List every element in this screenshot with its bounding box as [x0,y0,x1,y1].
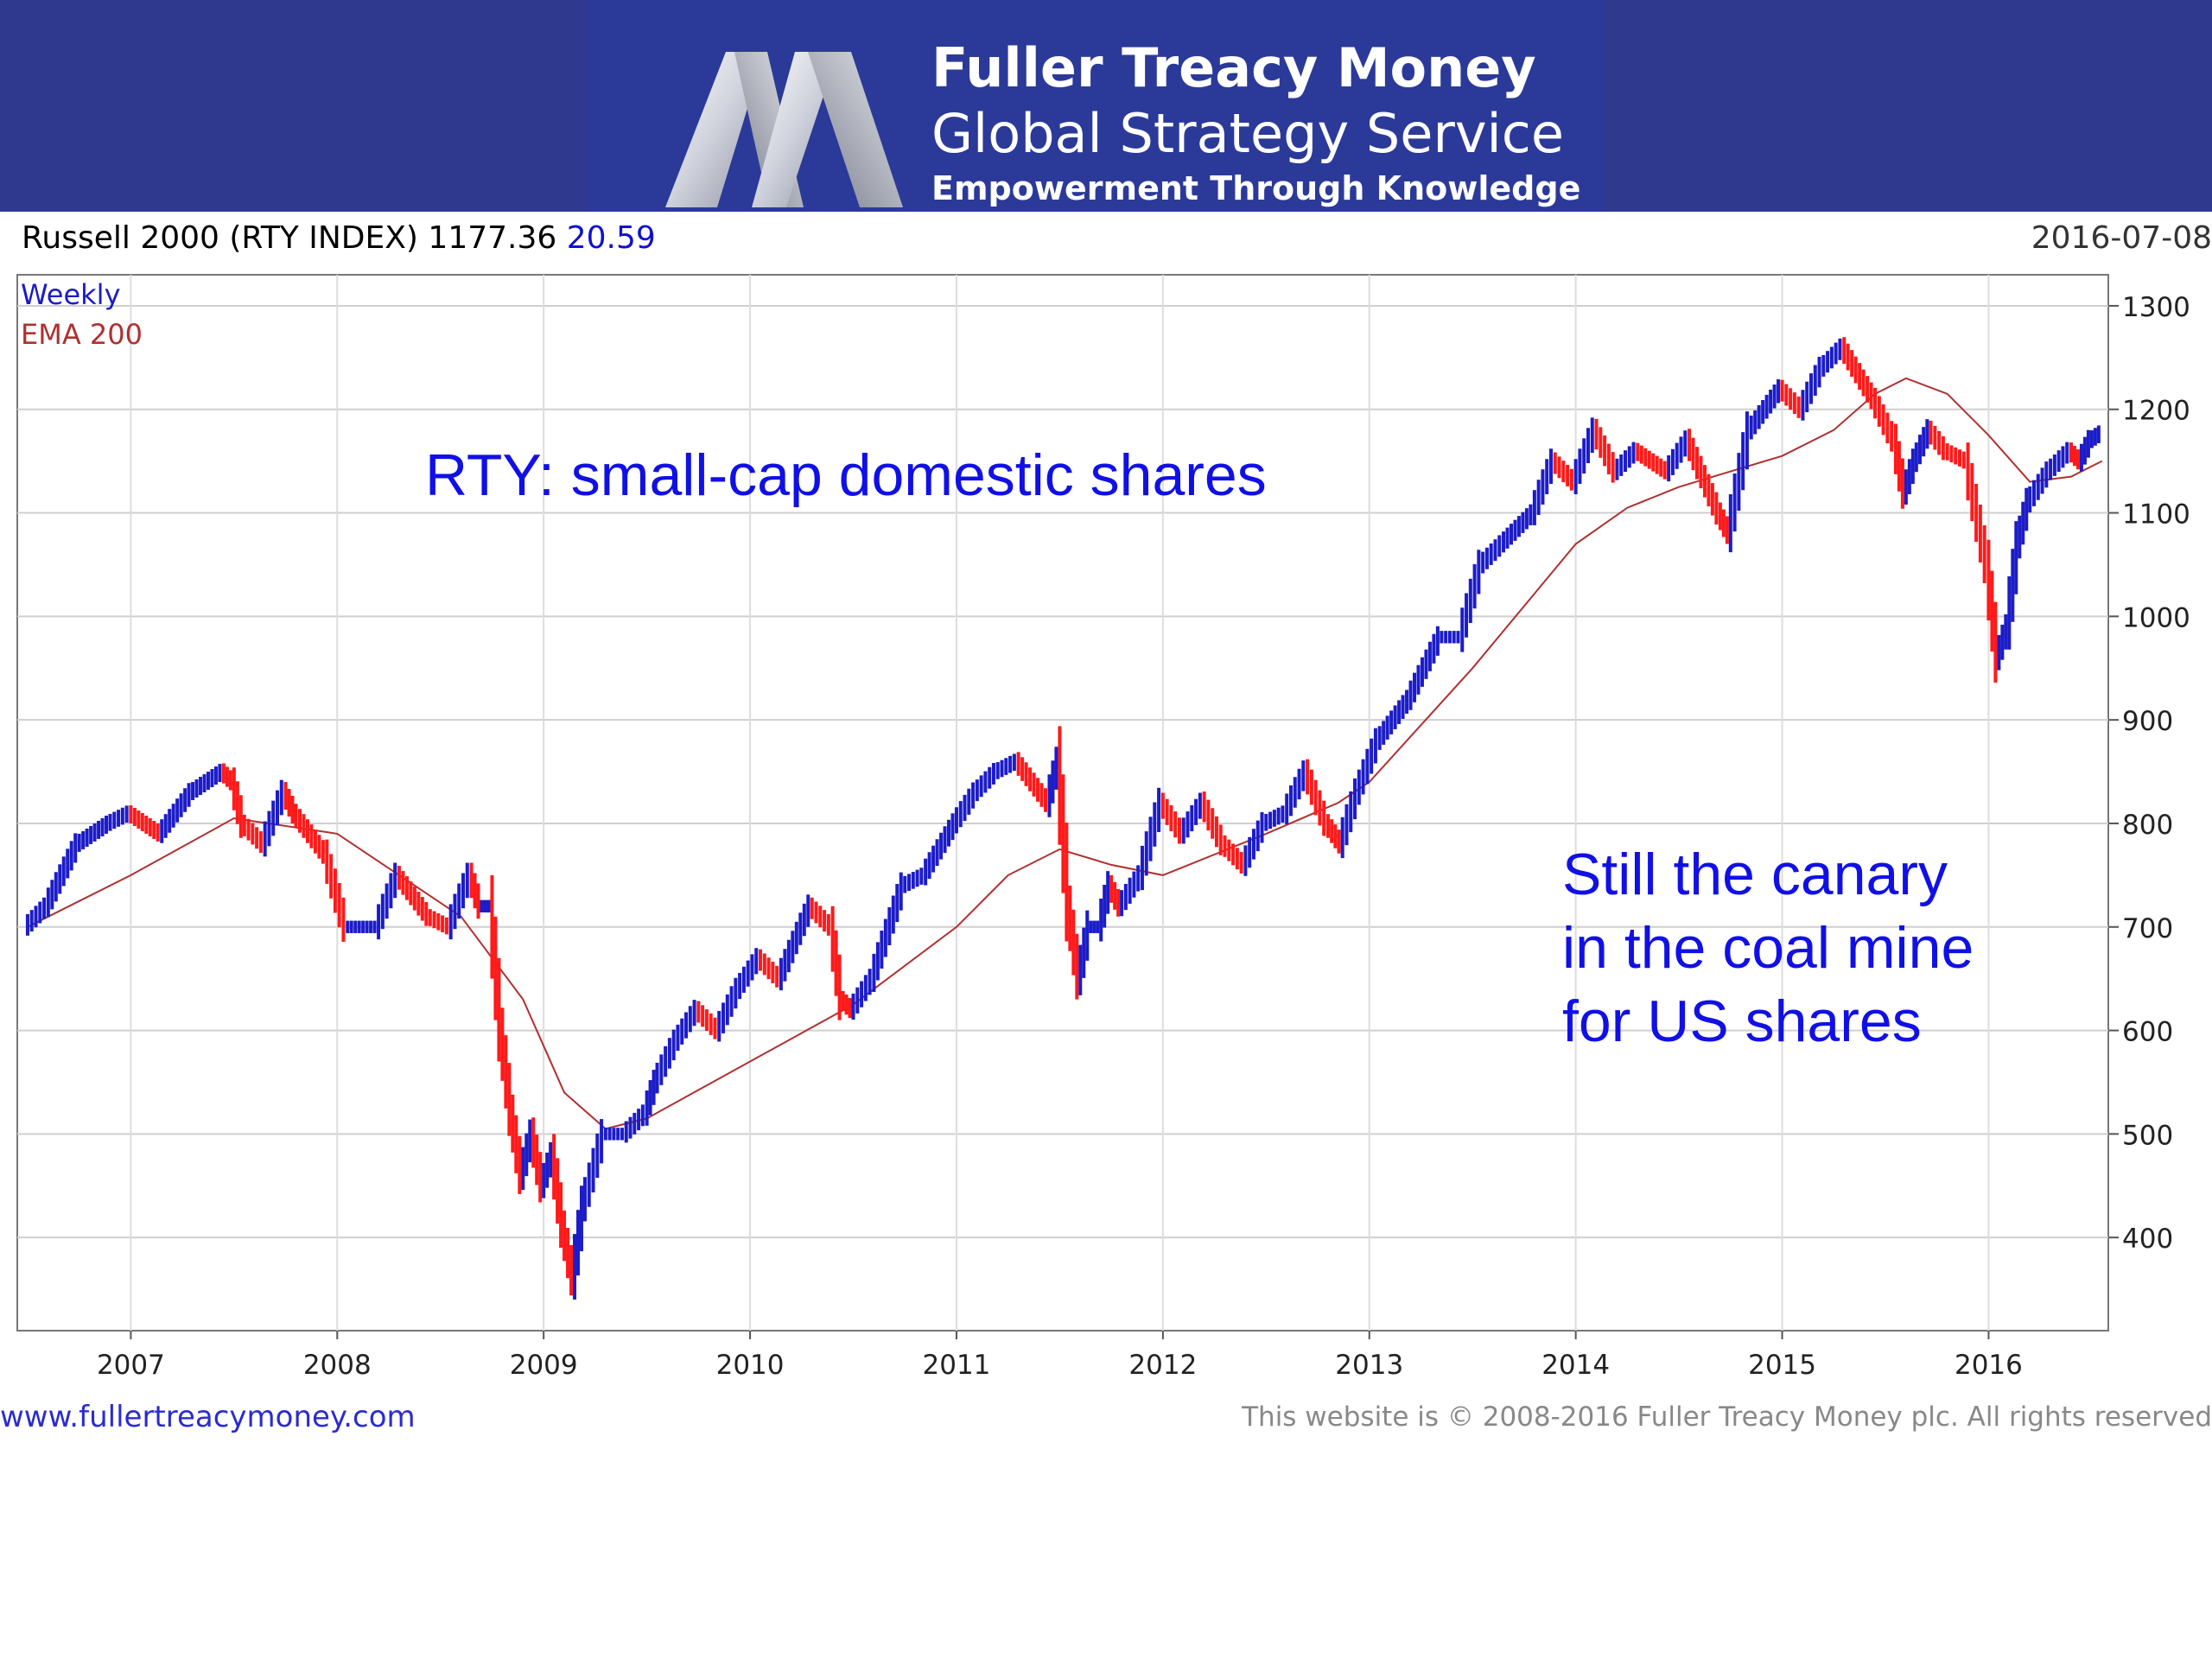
y-tick-label: 1100 [2122,499,2190,531]
y-tick-label: 1000 [2122,602,2190,633]
x-tick-label: 2015 [1748,1350,1816,1381]
y-tick-label: 700 [2122,913,2173,944]
chart-date: 2016-07-08 [2031,220,2212,256]
annotation-right-line-1: Still the canary [1562,842,1948,907]
annotation-top: RTY: small-cap domestic shares [425,442,1267,508]
ftm-m-logo-icon [665,52,903,207]
legend-ema: EMA 200 [21,318,143,351]
x-tick-label: 2012 [1128,1350,1197,1381]
chart-title: Russell 2000 (RTY INDEX) 1177.36 [22,220,557,256]
y-tick-label: 400 [2122,1224,2173,1255]
x-tick-label: 2010 [716,1350,785,1381]
axes: 400 500 600 700 800 900 1000 1100 1200 1300 2007 20… [97,292,2190,1381]
chart-title-row: Russell 2000 (RTY INDEX) 1177.36 20.59 [22,220,656,256]
y-tick-label: 1200 [2122,396,2190,427]
brand-tagline: Empowerment Through Knowledge [931,169,1581,207]
brand-name: Fuller Treacy Money [931,36,1536,99]
price-change: 20.59 [566,220,656,256]
footer-url-link[interactable]: www.fullertreacymoney.com [0,1400,416,1434]
y-tick-label: 900 [2122,706,2173,737]
x-tick-label: 2014 [1541,1350,1610,1381]
x-tick-label: 2009 [510,1350,578,1381]
y-tick-label: 600 [2122,1017,2173,1048]
annotation-right-line-2: in the coal mine [1562,915,1974,981]
annotation-right-line-3: for US shares [1562,988,1922,1054]
service-name: Global Strategy Service [931,102,1564,165]
footer-copyright: This website is © 2008-2016 Fuller Treac… [1242,1402,2212,1433]
x-tick-label: 2011 [923,1350,991,1381]
y-tick-label: 500 [2122,1120,2173,1151]
x-tick-label: 2008 [303,1350,372,1381]
x-tick-label: 2013 [1335,1350,1403,1381]
legend-weekly: Weekly [21,278,121,311]
header-banner: Fuller Treacy Money Global Strategy Serv… [0,0,2212,212]
x-tick-label: 2007 [97,1350,165,1381]
y-tick-label: 800 [2122,810,2173,841]
weekly-series [25,337,2101,1300]
x-tick-label: 2016 [1955,1350,2023,1381]
y-tick-label: 1300 [2122,292,2190,323]
